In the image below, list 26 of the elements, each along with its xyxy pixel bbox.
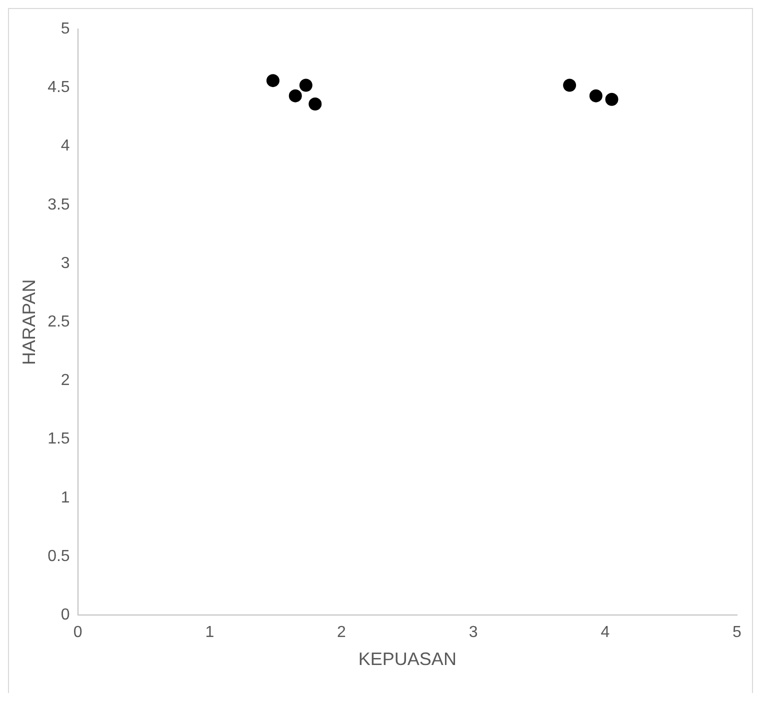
x-tick-label: 3 (468, 624, 478, 642)
x-tick-label: 2 (337, 624, 346, 642)
y-tick-label: 2 (60, 372, 70, 390)
point (563, 78, 576, 92)
y-tick-label: 1 (60, 489, 70, 506)
y-tick-label: 4 (60, 138, 70, 155)
y-tick-label: 5 (60, 20, 70, 38)
y-tick-label: 3.5 (48, 196, 70, 214)
y-tick-label: 1.5 (48, 430, 70, 448)
x-tick-label: 1 (205, 624, 214, 642)
y-tick-label: 3 (60, 254, 70, 272)
y-tick-label: 0.5 (48, 548, 70, 565)
point (299, 78, 312, 92)
y-tick-label: 2.5 (48, 314, 70, 331)
y-axis-title: HARAPAN (18, 279, 39, 365)
point (308, 98, 322, 111)
point (266, 74, 280, 88)
y-tick-label: 0 (60, 606, 70, 624)
x-axis-title: KEPUASAN (358, 649, 456, 670)
x-tick-label: 5 (732, 624, 742, 642)
x-tick-label: 4 (600, 624, 610, 642)
point (288, 89, 302, 102)
y-tick-label: 4.5 (48, 79, 70, 96)
x-tick-label: 0 (73, 624, 82, 642)
point (605, 92, 618, 106)
point (589, 89, 602, 102)
